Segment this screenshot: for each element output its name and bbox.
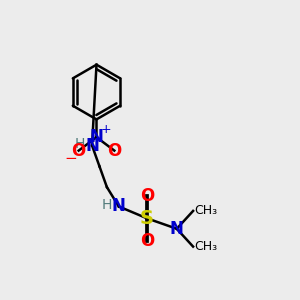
- Text: H: H: [75, 137, 85, 151]
- Text: N: N: [85, 136, 99, 154]
- Text: O: O: [71, 142, 86, 160]
- Text: S: S: [140, 209, 154, 228]
- Text: +: +: [101, 123, 112, 136]
- Text: N: N: [112, 197, 126, 215]
- Text: O: O: [140, 187, 154, 205]
- Text: O: O: [140, 232, 154, 250]
- Text: O: O: [107, 142, 122, 160]
- Text: N: N: [90, 128, 104, 146]
- Text: H: H: [102, 198, 112, 212]
- Text: N: N: [170, 220, 184, 238]
- Text: −: −: [64, 151, 77, 166]
- Text: CH₃: CH₃: [195, 240, 218, 253]
- Text: CH₃: CH₃: [195, 204, 218, 218]
